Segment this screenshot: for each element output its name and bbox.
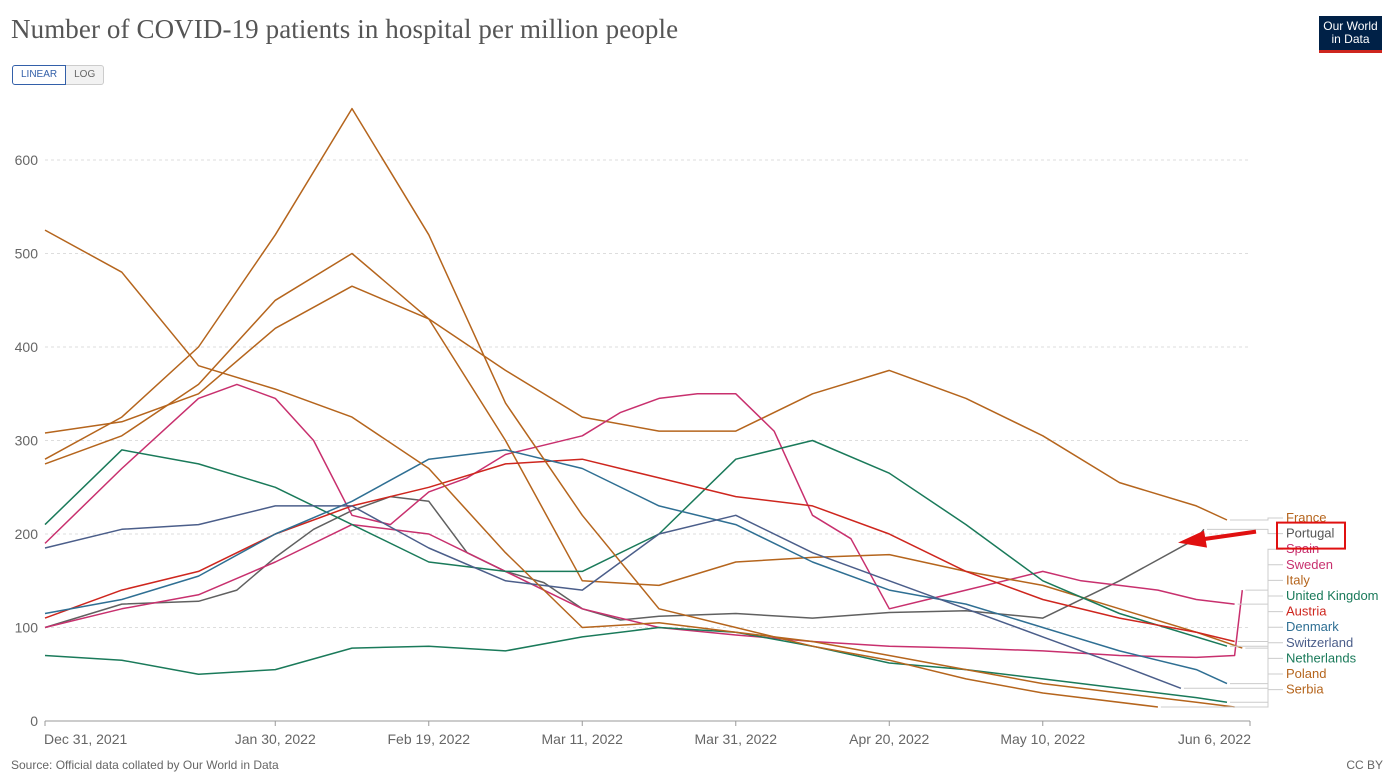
- logo-line-2: in Data: [1331, 32, 1370, 46]
- chart-title: Number of COVID-19 patients in hospital …: [11, 14, 679, 44]
- legend-connector: [1229, 517, 1283, 521]
- legend-label-portugal: Portugal: [1286, 526, 1335, 541]
- series-line-sweden: [44, 383, 1235, 610]
- legend-label-sweden: Sweden: [1286, 557, 1333, 572]
- series-line-denmark: [44, 449, 1228, 685]
- x-tick-label: Mar 31, 2022: [695, 731, 778, 747]
- x-tick-label: Feb 19, 2022: [388, 731, 471, 747]
- y-tick-label: 300: [15, 433, 39, 449]
- legend-connector: [1229, 626, 1283, 685]
- x-tick-label: Apr 20, 2022: [849, 731, 929, 747]
- x-tick-label: Jun 6, 2022: [1178, 731, 1251, 747]
- legend-connector: [1245, 548, 1283, 591]
- legend-connector: [1229, 657, 1283, 703]
- legend-label-austria: Austria: [1286, 604, 1327, 619]
- x-tick-label: Dec 31, 2021: [44, 731, 127, 747]
- y-tick-label: 0: [30, 713, 38, 729]
- x-tick-label: Jan 30, 2022: [235, 731, 316, 747]
- series-line-france: [44, 285, 1228, 521]
- highlight-annotation: [1178, 521, 1346, 550]
- logo-accent-bar: [1319, 50, 1382, 53]
- legend-label-italy: Italy: [1286, 572, 1310, 587]
- highlight-arrow-head: [1178, 530, 1207, 548]
- legend-connector: [1237, 564, 1283, 605]
- y-tick-label: 100: [15, 620, 39, 636]
- grid-lines: [45, 159, 1250, 628]
- series-line-spain: [44, 523, 1244, 659]
- legend-label-netherlands: Netherlands: [1286, 650, 1357, 665]
- legend-label-switzerland: Switzerland: [1286, 635, 1353, 650]
- x-axis: Dec 31, 2021 Jan 30, 2022 Feb 19, 2022 Mar …: [44, 720, 1251, 747]
- series-line-italy: [44, 252, 1243, 649]
- series-line-austria: [44, 458, 1235, 643]
- highlight-box: [1276, 521, 1346, 550]
- series-line-portugal: [44, 495, 1205, 629]
- x-tick-label: May 10, 2022: [1000, 731, 1085, 747]
- legend-label-france: France: [1286, 510, 1326, 525]
- y-tick-label: 400: [15, 339, 39, 355]
- legend-connector: [1237, 611, 1283, 643]
- linear-scale-button[interactable]: LINEAR: [12, 65, 67, 85]
- y-tick-label: 200: [15, 526, 39, 542]
- y-axis-ticks: 0 100 200 300 400 500 600: [15, 152, 39, 729]
- legend-label-serbia: Serbia: [1286, 682, 1324, 697]
- legend-label-denmark: Denmark: [1286, 619, 1339, 634]
- source-note: Source: Official data collated by Our Wo…: [11, 758, 279, 772]
- log-scale-button[interactable]: LOG: [66, 65, 105, 85]
- logo-line-1: Our World: [1323, 19, 1378, 33]
- owid-logo[interactable]: Our World in Data: [1319, 16, 1382, 53]
- y-tick-label: 600: [15, 152, 39, 168]
- series-line-poland: [44, 229, 1235, 708]
- y-tick-label: 500: [15, 246, 39, 262]
- series-line-netherlands: [44, 626, 1228, 704]
- series-line-serbia: [44, 107, 1158, 708]
- x-tick-label: Mar 11, 2022: [542, 731, 624, 747]
- legend-label-poland: Poland: [1286, 666, 1326, 681]
- series-lines: [44, 107, 1244, 708]
- license-link[interactable]: CC BY: [1346, 758, 1383, 772]
- scale-toggle: LINEAR LOG: [12, 65, 105, 85]
- legend-label-united-kingdom: United Kingdom: [1286, 588, 1379, 603]
- highlight-arrow-shaft: [1199, 529, 1257, 542]
- legend-connector: [1206, 528, 1283, 535]
- legend-connector: [1160, 689, 1283, 708]
